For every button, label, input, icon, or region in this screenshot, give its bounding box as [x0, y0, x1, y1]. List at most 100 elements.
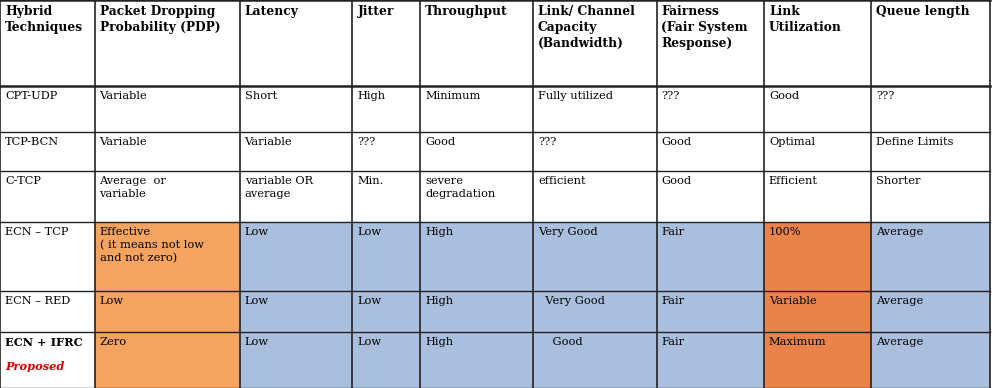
Bar — [656, 222, 763, 291]
Text: Low: Low — [357, 337, 381, 346]
Text: ???: ??? — [661, 92, 679, 102]
Bar — [352, 222, 419, 291]
Text: Zero: Zero — [99, 337, 126, 346]
Bar — [0, 171, 94, 222]
Text: Link/ Channel
Capacity
(Bandwidth): Link/ Channel Capacity (Bandwidth) — [538, 5, 634, 50]
Bar — [352, 87, 419, 132]
Text: Average: Average — [876, 227, 922, 237]
Bar — [352, 132, 419, 171]
Bar — [240, 332, 352, 388]
Text: Minimum: Minimum — [424, 92, 480, 102]
Text: severe
degradation: severe degradation — [424, 176, 495, 199]
Bar — [871, 171, 989, 222]
Text: Variable: Variable — [245, 137, 292, 147]
Text: Very Good: Very Good — [538, 227, 597, 237]
Text: High: High — [424, 337, 452, 346]
Text: Min.: Min. — [357, 176, 384, 186]
Text: Average  or
variable: Average or variable — [99, 176, 166, 199]
Text: Fairness
(Fair System
Response): Fairness (Fair System Response) — [661, 5, 747, 50]
Bar — [240, 87, 352, 132]
Bar — [871, 132, 989, 171]
Bar — [240, 222, 352, 291]
Bar — [763, 87, 871, 132]
Bar — [240, 291, 352, 332]
Text: Jitter: Jitter — [357, 5, 394, 18]
Bar — [0, 222, 94, 291]
Text: Low: Low — [245, 296, 268, 306]
Bar — [533, 222, 656, 291]
Bar — [763, 291, 871, 332]
Text: ???: ??? — [538, 137, 556, 147]
Text: Low: Low — [245, 337, 268, 346]
Text: Proposed: Proposed — [5, 362, 65, 372]
Bar — [94, 87, 240, 132]
Bar — [94, 332, 240, 388]
Text: Average: Average — [876, 296, 922, 306]
Text: Maximum: Maximum — [768, 337, 826, 346]
Bar — [656, 87, 763, 132]
Bar — [533, 132, 656, 171]
Bar — [240, 171, 352, 222]
Text: Low: Low — [357, 227, 381, 237]
Text: Fair: Fair — [661, 296, 684, 306]
Bar — [656, 332, 763, 388]
Text: ???: ??? — [876, 92, 894, 102]
Text: Low: Low — [245, 227, 268, 237]
Bar — [871, 222, 989, 291]
Bar — [419, 222, 533, 291]
Bar — [763, 0, 871, 87]
Bar — [763, 222, 871, 291]
Text: High: High — [357, 92, 385, 102]
Text: ECN – TCP: ECN – TCP — [5, 227, 69, 237]
Bar — [656, 0, 763, 87]
Text: Packet Dropping
Probability (PDP): Packet Dropping Probability (PDP) — [99, 5, 220, 34]
Bar — [419, 0, 533, 87]
Bar — [352, 291, 419, 332]
Text: Throughput: Throughput — [424, 5, 507, 18]
Bar — [0, 291, 94, 332]
Bar — [533, 87, 656, 132]
Bar — [533, 0, 656, 87]
Bar — [94, 132, 240, 171]
Bar — [656, 291, 763, 332]
Bar — [533, 291, 656, 332]
Bar — [419, 291, 533, 332]
Text: Hybrid
Techniques: Hybrid Techniques — [5, 5, 83, 34]
Text: High: High — [424, 296, 452, 306]
Text: Fair: Fair — [661, 227, 684, 237]
Bar — [871, 87, 989, 132]
Bar — [94, 222, 240, 291]
Bar — [533, 332, 656, 388]
Bar — [656, 132, 763, 171]
Text: 100%: 100% — [768, 227, 800, 237]
Bar — [0, 132, 94, 171]
Bar — [352, 332, 419, 388]
Bar — [0, 0, 94, 87]
Bar — [0, 332, 94, 388]
Text: Fully utilized: Fully utilized — [538, 92, 612, 102]
Bar — [763, 171, 871, 222]
Text: Variable: Variable — [99, 137, 147, 147]
Bar — [533, 171, 656, 222]
Text: Good: Good — [538, 337, 581, 346]
Text: Link
Utilization: Link Utilization — [768, 5, 841, 34]
Text: Define Limits: Define Limits — [876, 137, 953, 147]
Text: CPT-UDP: CPT-UDP — [5, 92, 57, 102]
Bar — [240, 132, 352, 171]
Bar — [763, 132, 871, 171]
Bar — [0, 87, 94, 132]
Bar — [419, 87, 533, 132]
Text: Effective
( it means not low
and not zero): Effective ( it means not low and not zer… — [99, 227, 204, 263]
Text: ECN + IFRC: ECN + IFRC — [5, 337, 83, 348]
Text: Short: Short — [245, 92, 276, 102]
Text: efficient: efficient — [538, 176, 584, 186]
Bar — [94, 0, 240, 87]
Text: C-TCP: C-TCP — [5, 176, 41, 186]
Bar — [871, 0, 989, 87]
Bar — [419, 171, 533, 222]
Bar — [871, 332, 989, 388]
Bar — [352, 171, 419, 222]
Bar — [871, 291, 989, 332]
Text: Fair: Fair — [661, 337, 684, 346]
Text: Variable: Variable — [768, 296, 816, 306]
